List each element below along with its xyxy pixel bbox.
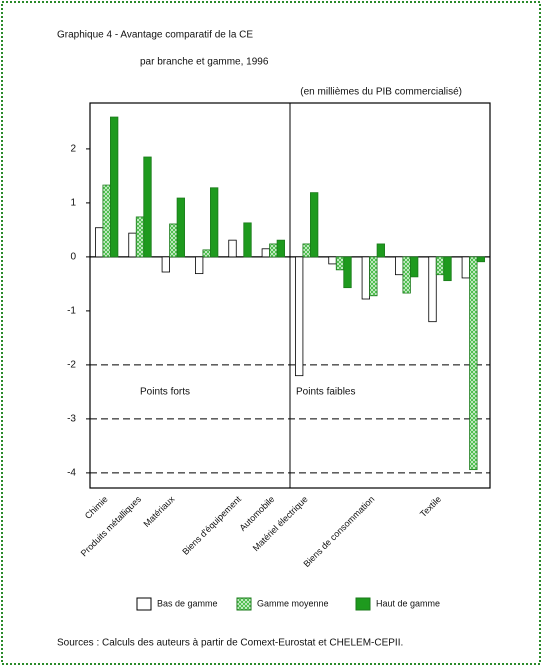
bar [276, 239, 285, 258]
bar [128, 232, 137, 258]
y-tick-label: -2 [67, 360, 76, 371]
legend-swatch [355, 597, 371, 611]
chart-title: Graphique 4 - Avantage comparatif de la … [57, 30, 253, 41]
bar [428, 256, 437, 323]
y-tick-label: 2 [70, 144, 76, 155]
y-tick-label: 1 [70, 198, 76, 209]
bar [269, 243, 278, 258]
y-tick-label: -3 [67, 414, 76, 425]
bar [295, 256, 304, 377]
bar [261, 248, 270, 258]
bar [461, 256, 470, 279]
legend-label: Gamme moyenne [257, 598, 329, 608]
x-tick-label: Textile [418, 494, 443, 519]
bar [135, 216, 145, 258]
y-tick-label: 0 [70, 252, 76, 263]
x-tick-label: Biens d'équipement [180, 494, 243, 557]
unit-note: (en millièmes du PIB commercialisé) [300, 87, 462, 98]
bar [435, 256, 445, 276]
x-tick-label: Matériaux [141, 494, 176, 529]
bar [328, 256, 337, 265]
legend-swatch [236, 597, 252, 611]
bar [143, 156, 152, 258]
bar [402, 256, 411, 294]
x-tick-label: Produits métalliques [79, 494, 144, 559]
bar [343, 256, 352, 289]
x-tick-label: Chimie [83, 494, 110, 521]
source-note: Sources : Calculs des auteurs à partir d… [57, 638, 403, 649]
bar [102, 184, 111, 258]
y-tick-label: -4 [67, 468, 76, 479]
bar [210, 187, 219, 258]
chart-subtitle: par branche et gamme, 1996 [140, 57, 269, 68]
bar [443, 256, 452, 282]
bar [243, 222, 252, 258]
legend-swatch [136, 597, 152, 611]
section-label: Points faibles [296, 387, 355, 398]
bar [335, 256, 345, 271]
bar [310, 192, 319, 258]
bar [376, 243, 385, 258]
bar [169, 223, 178, 258]
legend-label: Bas de gamme [157, 598, 218, 608]
bar [228, 239, 237, 258]
bar [369, 256, 378, 297]
bar [95, 227, 104, 258]
x-tick-label: Biens de consommation [301, 494, 376, 569]
bar [161, 256, 170, 273]
section-label: Points forts [140, 387, 190, 398]
bar [195, 256, 204, 275]
bar [110, 116, 119, 258]
bar [476, 256, 485, 263]
bar [469, 256, 478, 471]
bar [302, 243, 311, 258]
legend-label: Haut de gamme [376, 598, 440, 608]
y-tick-label: -1 [67, 306, 76, 317]
bar [361, 256, 370, 300]
bar [202, 249, 211, 258]
bar [410, 256, 419, 278]
bar [395, 256, 404, 276]
bar [176, 197, 185, 258]
